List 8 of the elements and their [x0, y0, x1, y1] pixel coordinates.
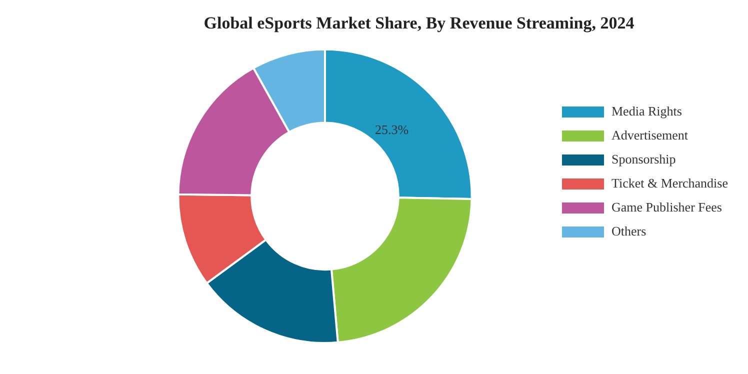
legend-label: Sponsorship	[612, 151, 676, 166]
legend-label: Others	[612, 223, 646, 238]
data-label: 25.3%	[375, 122, 409, 138]
legend-label: Advertisement	[612, 127, 688, 142]
legend-label: Game Publisher Fees	[612, 199, 722, 214]
legend-label: Ticket & Merchandise	[612, 175, 728, 190]
chart-title: Global eSports Market Share, By Revenue Streaming, 2024	[204, 14, 635, 33]
legend-label: Media Rights	[612, 103, 682, 118]
